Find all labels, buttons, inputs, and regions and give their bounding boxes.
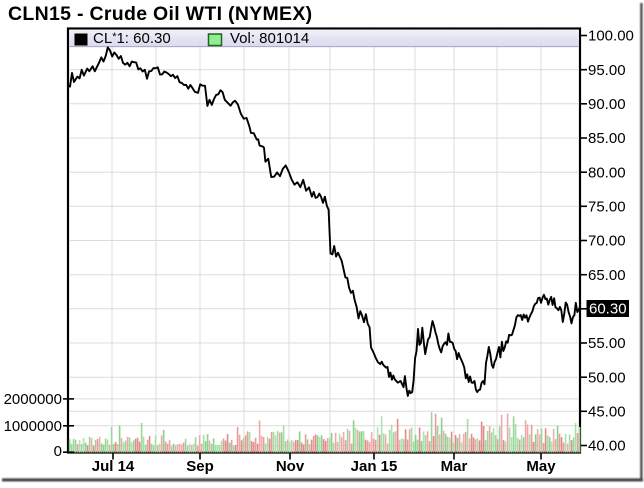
- svg-text:55.00: 55.00: [588, 335, 626, 352]
- svg-text:45.00: 45.00: [588, 404, 626, 421]
- svg-text:95.00: 95.00: [588, 62, 626, 79]
- svg-text:Sep: Sep: [186, 458, 214, 475]
- svg-text:100.00: 100.00: [588, 28, 634, 45]
- svg-text:CLN15 - Crude Oil WTI (NYMEX): CLN15 - Crude Oil WTI (NYMEX): [8, 3, 312, 25]
- svg-text:Vol: 801014: Vol: 801014: [230, 30, 309, 47]
- svg-text:1000000: 1000000: [4, 418, 62, 435]
- svg-text:50.00: 50.00: [588, 369, 626, 386]
- svg-text:Mar: Mar: [441, 458, 468, 475]
- svg-text:CL*1: 60.30: CL*1: 60.30: [93, 30, 171, 47]
- svg-text:40.00: 40.00: [588, 438, 626, 455]
- svg-text:70.00: 70.00: [588, 233, 626, 250]
- svg-text:2000000: 2000000: [4, 391, 62, 408]
- svg-text:85.00: 85.00: [588, 130, 626, 147]
- svg-text:90.00: 90.00: [588, 96, 626, 113]
- svg-text:65.00: 65.00: [588, 267, 626, 284]
- svg-text:80.00: 80.00: [588, 164, 626, 181]
- svg-text:0: 0: [54, 443, 62, 460]
- svg-text:75.00: 75.00: [588, 199, 626, 216]
- svg-text:60.30: 60.30: [589, 301, 627, 318]
- svg-text:Jul 14: Jul 14: [92, 458, 135, 475]
- svg-text:Jan 15: Jan 15: [351, 458, 398, 475]
- svg-text:May: May: [526, 458, 556, 475]
- svg-text:Nov: Nov: [276, 458, 305, 475]
